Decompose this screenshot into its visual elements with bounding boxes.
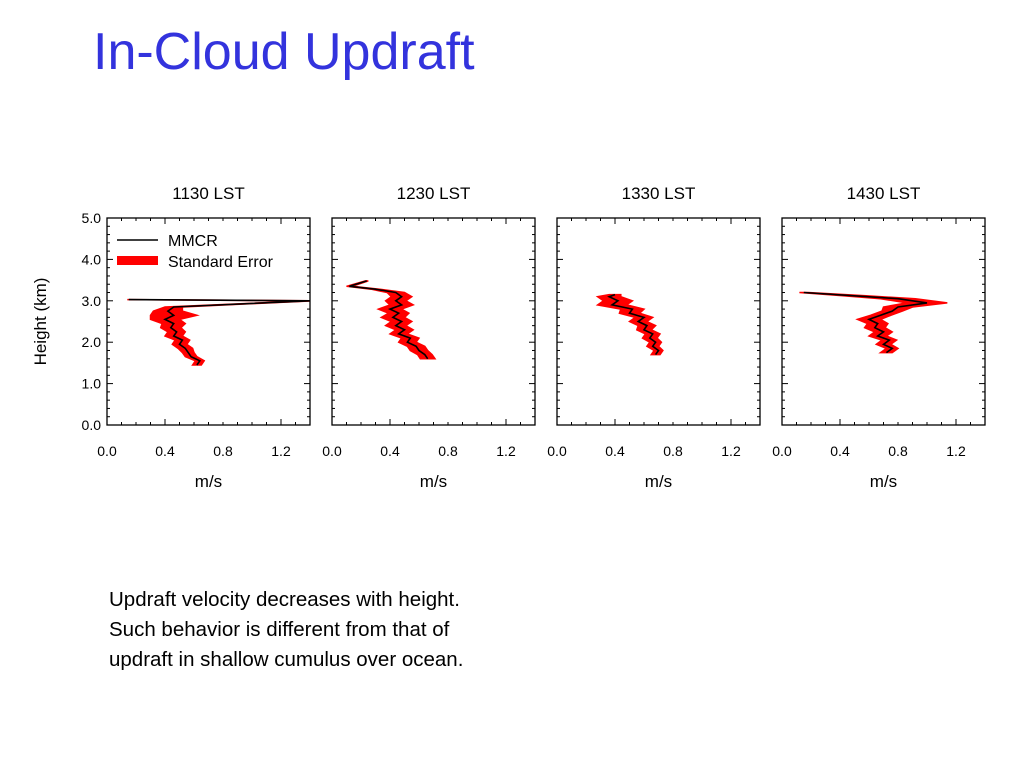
panel-frame-2 — [331, 217, 536, 426]
note-line-3: updraft in shallow cumulus over ocean. — [109, 648, 464, 671]
panel-title-2: 1230 LST — [397, 184, 471, 203]
slide-title: In-Cloud Updraft — [93, 23, 475, 81]
panel-title-1: 1130 LST — [172, 184, 244, 203]
x-tick-label: 0.0 — [772, 443, 792, 459]
y-tick-label: 0.0 — [82, 417, 102, 433]
stderr-band-panel-1 — [127, 298, 310, 366]
slide-note: Updraft velocity decreases with height. … — [109, 585, 463, 675]
x-tick-label: 0.8 — [888, 443, 908, 459]
x-tick-label: 0.8 — [213, 443, 233, 459]
mmcr-line-panel-1 — [128, 298, 310, 366]
x-tick-label: 0.4 — [155, 443, 175, 459]
y-tick-label: 3.0 — [82, 293, 102, 309]
legend-label-mmcr: MMCR — [168, 233, 218, 250]
x-tick-label: 0.8 — [663, 443, 683, 459]
profile-charts: 1130 LST 0.0 0.4 0.8 1.2 m/s 0.0 1.0 2.0 3.0 4.0 5.… — [31, 184, 986, 491]
x-axis-label-panel-2: m/s — [420, 472, 447, 491]
x-axis-label-panel-1: m/s — [195, 472, 222, 491]
stderr-band-panel-3 — [595, 293, 664, 356]
y-tick-label: 4.0 — [82, 251, 102, 267]
panel-title-4: 1430 LST — [847, 184, 921, 203]
note-line-1: Updraft velocity decreases with height. — [109, 588, 460, 611]
y-tick-label: 5.0 — [82, 210, 102, 226]
x-tick-label: 0.0 — [97, 443, 117, 459]
panel-title-3: 1330 LST — [622, 184, 696, 203]
mmcr-line-panel-3 — [607, 293, 660, 356]
mmcr-line-panel-4 — [803, 291, 928, 354]
stderr-band-panel-4 — [799, 291, 948, 354]
stderr-band-panel-2 — [346, 280, 437, 360]
note-line-2: Such behavior is different from that of — [109, 618, 450, 641]
y-tick-label: 1.0 — [82, 376, 102, 392]
x-tick-label: 1.2 — [271, 443, 291, 459]
legend-label-stderr: Standard Error — [168, 254, 274, 271]
x-tick-label: 1.2 — [496, 443, 516, 459]
panel-frame-3 — [556, 217, 761, 426]
x-tick-label: 0.4 — [605, 443, 625, 459]
x-tick-label: 0.4 — [830, 443, 850, 459]
x-axis-label-panel-3: m/s — [645, 472, 672, 491]
x-tick-label: 0.4 — [380, 443, 400, 459]
x-tick-label: 1.2 — [946, 443, 966, 459]
x-tick-label: 0.0 — [547, 443, 567, 459]
mmcr-line-panel-2 — [349, 280, 429, 360]
x-tick-label: 0.8 — [438, 443, 458, 459]
y-axis-label: Height (km) — [31, 278, 50, 366]
x-axis-label-panel-4: m/s — [870, 472, 897, 491]
y-tick-label: 2.0 — [82, 334, 102, 350]
x-tick-label: 1.2 — [721, 443, 741, 459]
x-tick-label: 0.0 — [322, 443, 342, 459]
legend-band-swatch — [117, 256, 158, 265]
